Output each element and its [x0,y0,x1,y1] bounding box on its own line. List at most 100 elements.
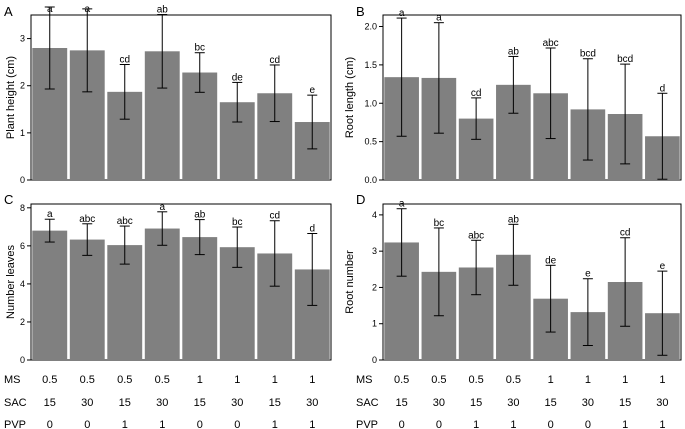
treatment-value: 1 [272,374,278,386]
y-tick-label: 2 [20,81,25,91]
significance-letter: ab [508,46,520,57]
significance-letter: a [436,13,442,24]
treatment-value: 15 [269,397,281,409]
significance-letter: a [47,4,53,15]
treatment-row-label: SAC [4,397,27,409]
significance-letter: e [309,85,315,96]
treatment-value: 0 [197,419,203,429]
significance-letter: bc [232,217,243,228]
treatment-value: 1 [622,419,628,429]
significance-letter: bc [194,43,205,54]
significance-letter: cd [269,211,280,222]
significance-letter: bcd [617,54,633,65]
bar [69,239,105,360]
treatment-value: 30 [81,397,93,409]
treatment-value: 30 [507,397,519,409]
significance-letter: de [232,72,244,83]
significance-letter: e [660,261,666,272]
y-tick-label: 1 [20,128,25,138]
treatment-value: 30 [433,397,445,409]
significance-letter: abc [468,230,484,241]
treatment-value: 30 [231,397,243,409]
y-tick-label: 2 [20,317,25,327]
significance-letter: ab [508,214,520,225]
treatment-value: 1 [272,419,278,429]
significance-letter: cd [269,55,280,66]
treatment-value: 1 [309,419,315,429]
y-tick-label: 0.0 [364,175,377,185]
treatment-value: 0.5 [506,374,521,386]
y-tick-label: 0 [20,175,25,185]
significance-letter: a [159,202,165,213]
plot-frame [382,14,682,181]
significance-letter: e [585,269,591,280]
significance-letter: cd [119,55,130,66]
treatment-value: 1 [473,419,479,429]
significance-letter: a [47,209,53,220]
y-axis-title: Root number [344,250,356,314]
plot-frame [382,203,682,361]
treatment-value: 30 [156,397,168,409]
treatment-value: 0.5 [80,374,95,386]
y-tick-label: 4 [372,210,377,220]
treatment-table-right-row-pvp: PVP 0 0 1 1 0 0 1 1 [356,419,665,429]
panel-label: C [4,192,13,207]
treatment-row-label: PVP [4,419,26,429]
significance-letter: abc [117,216,133,227]
treatment-value: 1 [548,374,554,386]
y-tick-label: 0.5 [364,137,377,147]
treatment-value: 1 [309,374,315,386]
significance-letter: ab [194,210,206,221]
treatment-table-left-row-ms: MS 0.5 0.5 0.5 0.5 1 1 1 1 [4,374,315,386]
panel-label: D [356,192,365,207]
significance-letter: abc [79,214,95,225]
significance-letter: abc [543,38,559,49]
y-tick-label: 2 [372,282,377,292]
y-tick-label: 0 [20,355,25,365]
treatment-row-label: MS [356,374,373,386]
treatment-value: 0.5 [42,374,57,386]
treatment-value: 0.5 [117,374,132,386]
panel-c: a abc abc a ab bc cd d 0 2 4 6 8 Number leaves C [4,192,332,365]
significance-letter: a [399,199,405,210]
y-tick-label: 1.5 [364,60,377,70]
treatment-row-label: PVP [356,419,378,429]
panel-b: a a cd ab abc bcd bcd d 0.0 0.5 1.0 1.5 2.0 Root leng… [344,4,682,185]
treatment-value: 30 [656,397,668,409]
y-tick-label: 3 [20,34,25,44]
bar [32,230,68,360]
y-tick-label: 3 [372,246,377,256]
treatment-value: 15 [194,397,206,409]
panel-label: B [356,4,365,19]
treatment-value: 30 [306,397,318,409]
y-tick-label: 6 [20,241,25,251]
treatment-value: 1 [510,419,516,429]
significance-letter: ab [157,5,169,16]
y-tick-label: 4 [20,279,25,289]
significance-letter: d [660,83,666,94]
treatment-value: 1 [234,374,240,386]
significance-letter: bcd [580,49,596,60]
significance-letter: de [545,255,557,266]
y-tick-label: 1 [372,319,377,329]
treatment-value: 15 [470,397,482,409]
significance-letter: a [84,4,90,15]
significance-letter: bc [434,218,445,229]
significance-letter: cd [620,228,631,239]
treatment-value: 1 [122,419,128,429]
bar [182,237,218,360]
treatment-value: 0 [399,419,405,429]
treatment-row-label: SAC [356,397,379,409]
y-tick-label: 0 [372,355,377,365]
significance-letter: cd [471,88,482,99]
treatment-value: 1 [659,374,665,386]
treatment-value: 0 [436,419,442,429]
treatment-value: 15 [44,397,56,409]
plot-frame [30,203,332,361]
panel-a: a a cd ab bc de cd e 0 1 2 3 Plant height (cm) A [4,4,332,185]
treatment-value: 1 [622,374,628,386]
y-axis-title: Root length (cm) [344,57,356,138]
treatment-value: 0.5 [394,374,409,386]
treatment-value: 15 [396,397,408,409]
y-tick-label: 2.0 [364,22,377,32]
